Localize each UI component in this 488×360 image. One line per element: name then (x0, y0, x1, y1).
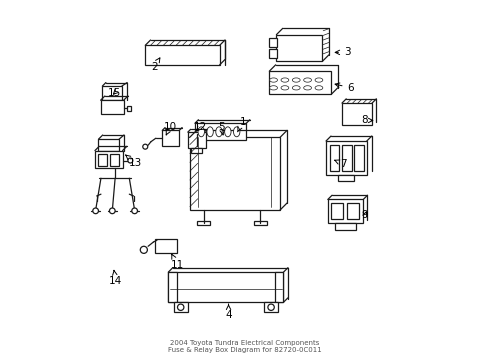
Text: 11: 11 (170, 254, 183, 270)
Bar (325, 141, 366, 175)
Bar (162, 130, 179, 146)
Circle shape (132, 208, 137, 214)
Circle shape (177, 304, 183, 310)
Ellipse shape (281, 78, 288, 82)
Text: 1: 1 (237, 117, 245, 132)
Bar (145, 45, 219, 65)
Bar (197, 221, 210, 225)
Bar (269, 71, 331, 94)
Bar (187, 132, 205, 148)
Ellipse shape (292, 78, 300, 82)
Ellipse shape (224, 127, 230, 137)
Bar (127, 105, 131, 111)
Circle shape (109, 208, 115, 214)
Bar (155, 239, 177, 253)
Circle shape (142, 144, 147, 149)
Ellipse shape (215, 127, 222, 137)
Text: 2004 Toyota Tundra Electrical Components
Fuse & Relay Box Diagram for 82720-0C01: 2004 Toyota Tundra Electrical Components… (167, 340, 321, 353)
Bar (276, 35, 322, 61)
Circle shape (93, 208, 98, 214)
Ellipse shape (303, 78, 311, 82)
Bar (102, 86, 122, 100)
Text: 10: 10 (163, 122, 176, 135)
Ellipse shape (292, 86, 300, 90)
Bar (341, 103, 371, 125)
Bar (269, 38, 277, 47)
Bar (338, 175, 354, 181)
Ellipse shape (314, 78, 322, 82)
Circle shape (140, 246, 147, 253)
Bar (254, 221, 266, 225)
Bar (98, 154, 106, 166)
Ellipse shape (314, 86, 322, 90)
Text: 7: 7 (334, 159, 346, 169)
Text: 6: 6 (334, 83, 353, 93)
Bar (264, 302, 278, 312)
Bar (269, 49, 277, 58)
Bar (331, 203, 342, 219)
Ellipse shape (206, 127, 213, 137)
Text: 3: 3 (334, 48, 350, 57)
Bar (195, 123, 246, 140)
Bar (173, 302, 187, 312)
Text: 13: 13 (125, 155, 142, 168)
Text: 9: 9 (361, 211, 367, 220)
Ellipse shape (198, 127, 204, 137)
Text: 12: 12 (193, 122, 206, 132)
Ellipse shape (233, 127, 240, 137)
Text: 2: 2 (150, 58, 160, 72)
Ellipse shape (303, 86, 311, 90)
Bar (329, 145, 339, 171)
Ellipse shape (269, 86, 277, 90)
Circle shape (267, 304, 274, 310)
Bar (168, 272, 177, 302)
Bar (168, 272, 283, 302)
Bar (334, 222, 355, 230)
Bar (341, 145, 351, 171)
Bar (274, 272, 283, 302)
Bar (346, 203, 358, 219)
Bar (101, 100, 123, 114)
Bar (327, 199, 363, 222)
Bar (95, 150, 122, 168)
Text: 14: 14 (109, 270, 122, 286)
Text: 8: 8 (361, 116, 372, 125)
Bar (354, 145, 363, 171)
Bar (98, 139, 119, 150)
Text: 15: 15 (107, 88, 121, 98)
Text: 4: 4 (225, 304, 231, 320)
Text: 5: 5 (218, 122, 224, 135)
Ellipse shape (269, 78, 277, 82)
Bar (191, 148, 202, 153)
Ellipse shape (281, 86, 288, 90)
Bar (110, 154, 119, 166)
Circle shape (128, 158, 133, 163)
Bar (189, 138, 279, 210)
